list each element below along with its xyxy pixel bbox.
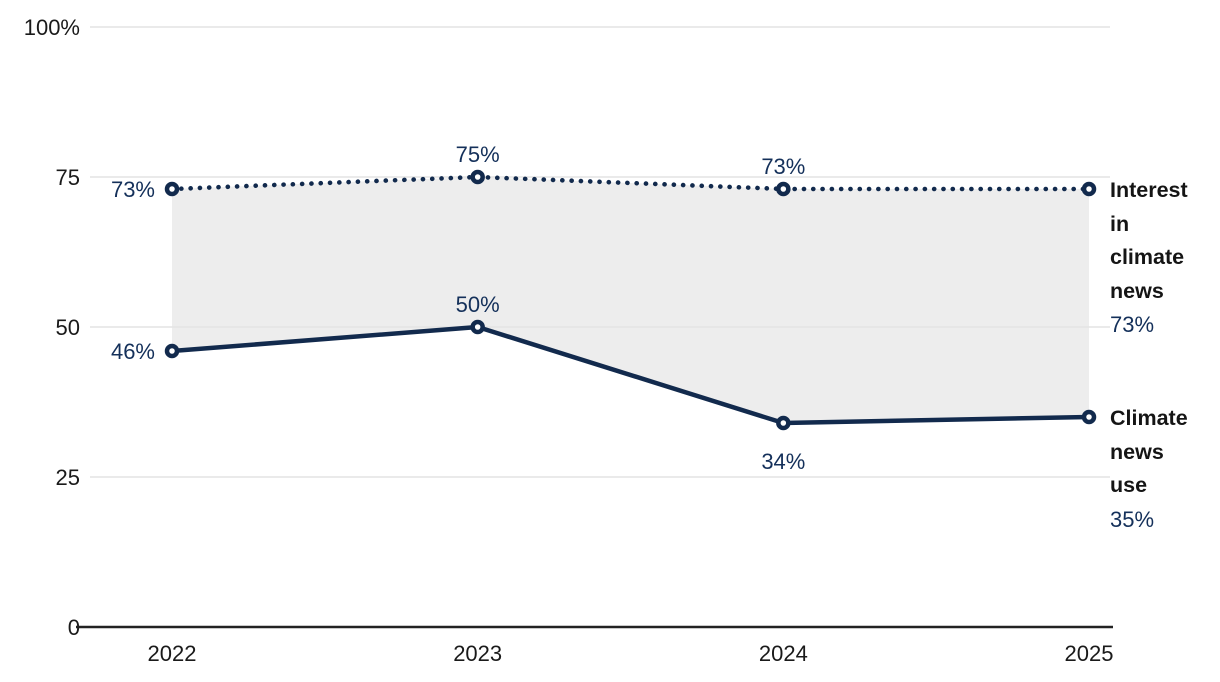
annotation-climate-news-use: Climate news use 35% bbox=[1110, 402, 1220, 536]
y-axis-tick-label: 75 bbox=[56, 165, 80, 190]
data-point-label-interest-in-climate-news: 73% bbox=[111, 177, 155, 202]
annotation-value: 73% bbox=[1110, 312, 1155, 337]
data-point-label-climate-news-use: 50% bbox=[456, 292, 500, 317]
data-point-interest-in-climate-news bbox=[1081, 181, 1097, 197]
series-line-interest-in-climate-news bbox=[169, 174, 1092, 192]
annotation-line: news bbox=[1110, 278, 1164, 303]
x-axis-tick-label: 2022 bbox=[148, 641, 197, 666]
data-point-label-interest-in-climate-news: 75% bbox=[456, 142, 500, 167]
annotation-line: in bbox=[1110, 211, 1130, 236]
x-axis-tick-label: 2024 bbox=[759, 641, 808, 666]
data-point-climate-news-use bbox=[776, 415, 791, 431]
annotation-line: Interest bbox=[1110, 178, 1188, 202]
y-axis-tick-label: 50 bbox=[56, 315, 80, 340]
band-between-series bbox=[172, 177, 1090, 423]
data-point-label-climate-news-use: 46% bbox=[111, 339, 155, 364]
annotation-line: climate bbox=[1110, 245, 1185, 269]
annotation-interest-in-climate-news: Interest in climate news 73% bbox=[1110, 174, 1220, 342]
x-axis-tick-label: 2023 bbox=[453, 641, 502, 666]
y-axis-tick-label: 25 bbox=[56, 465, 80, 490]
x-axis-tick-label: 2025 bbox=[1065, 641, 1114, 666]
data-point-interest-in-climate-news bbox=[164, 181, 180, 197]
data-point-climate-news-use bbox=[470, 319, 485, 335]
y-axis-tick-label: 0 bbox=[68, 615, 80, 640]
data-point-interest-in-climate-news bbox=[470, 169, 485, 185]
data-point-label-climate-news-use: 34% bbox=[761, 449, 805, 474]
annotation-line: Climate bbox=[1110, 406, 1188, 430]
data-point-climate-news-use bbox=[164, 343, 180, 359]
series-line-climate-news-use bbox=[171, 324, 1090, 426]
annotation-line: news bbox=[1110, 439, 1164, 464]
data-point-label-interest-in-climate-news: 73% bbox=[761, 154, 805, 179]
annotation-value: 35% bbox=[1110, 506, 1155, 532]
annotation-line: use bbox=[1110, 473, 1148, 497]
y-axis-tick-label: 100% bbox=[24, 15, 80, 40]
data-point-climate-news-use bbox=[1081, 409, 1097, 425]
data-point-interest-in-climate-news bbox=[776, 181, 791, 197]
